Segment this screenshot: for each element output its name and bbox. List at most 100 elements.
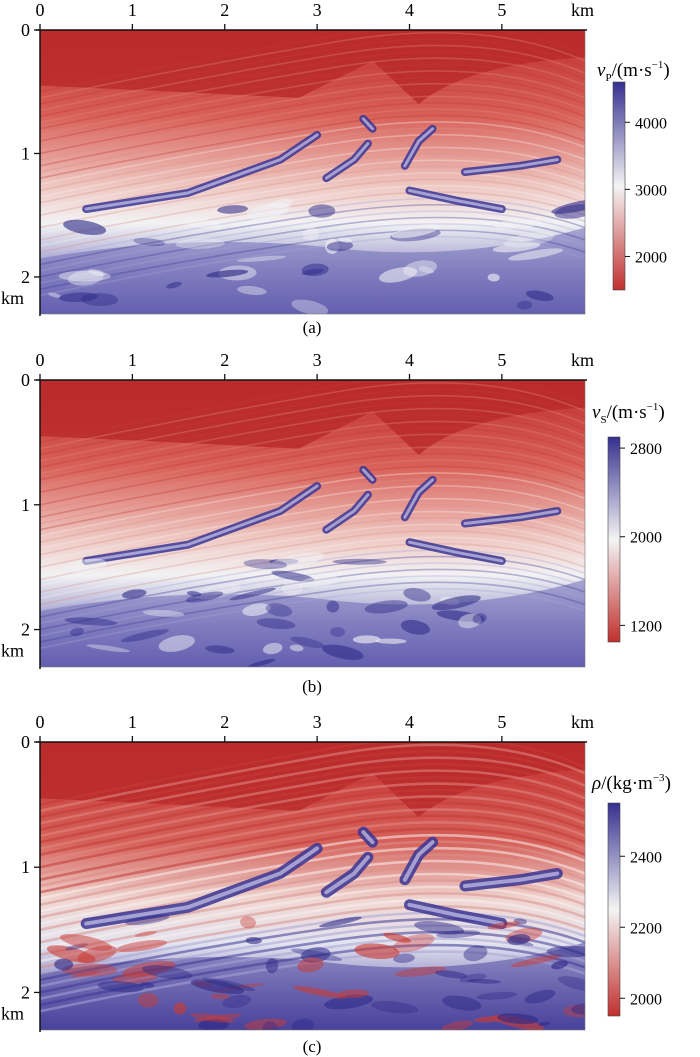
texture-blob [329, 627, 345, 637]
texture-blob [291, 299, 329, 314]
horizon-line [40, 581, 585, 643]
reflector-core [361, 468, 375, 482]
texture-blob [46, 945, 96, 963]
texture-blob [88, 269, 106, 277]
texture-blob [256, 618, 296, 630]
horizon-line [40, 89, 585, 155]
horizon-line [40, 203, 585, 266]
texture-blob [185, 591, 224, 603]
horizon-line [40, 833, 585, 900]
texture-blob [63, 219, 107, 235]
texture-blob [137, 992, 159, 1008]
texture-blob [69, 627, 84, 637]
texture-blob [266, 958, 279, 974]
texture-blob [139, 982, 155, 988]
colorbar-tick-label: 2000 [630, 530, 662, 547]
texture-blob [190, 1013, 235, 1023]
x-tick-label: 4 [405, 0, 414, 20]
texture-blob [301, 268, 324, 276]
horizon-line [40, 178, 585, 241]
texture-blob [496, 1013, 539, 1025]
colorbar-tick-label: 2000 [635, 249, 667, 266]
texture-blob [524, 989, 556, 1004]
texture-blob [436, 610, 485, 622]
horizon-line [40, 749, 585, 819]
texture-blob [393, 953, 415, 963]
horizon-line [40, 846, 585, 913]
colorbar-tick-label: 2200 [630, 920, 662, 937]
horizon-line [40, 121, 585, 186]
texture-blob [352, 635, 381, 644]
y-tick-label: 2 [21, 982, 30, 1002]
horizon-line [40, 530, 585, 593]
horizon-line [40, 742, 585, 806]
horizon-line [40, 769, 585, 838]
texture-blob [325, 238, 339, 254]
horizon-line [40, 465, 585, 531]
horizon-line [40, 892, 585, 957]
colorbar-tick-label: 4000 [635, 115, 667, 132]
texture-blob [337, 989, 370, 998]
texture-blob [265, 603, 293, 617]
deep-layer [40, 579, 585, 667]
texture-blob [54, 958, 74, 971]
texture-blob [158, 635, 195, 652]
horizon-line [40, 452, 585, 519]
heatmap-image [40, 30, 585, 314]
texture-blob [434, 970, 468, 979]
x-tick-label: 2 [220, 712, 229, 732]
texture-blob [63, 558, 107, 573]
texture-blob [248, 658, 276, 667]
texture-blob [121, 589, 147, 599]
horizon-line [40, 536, 585, 600]
texture-blob [141, 965, 193, 980]
texture-blob [538, 1021, 551, 1027]
horizon-line [40, 82, 585, 149]
texture-blob [217, 205, 248, 214]
texture-blob [86, 644, 131, 653]
horizon-line [40, 38, 585, 105]
reflector-core [407, 189, 504, 211]
horizon-line [40, 555, 585, 618]
colorbar-title: vP/(m·s−1) [597, 59, 670, 84]
x-tick-label: 5 [497, 350, 506, 370]
horizon-line [40, 775, 585, 844]
horizon-line [40, 439, 585, 506]
y-tick-label: 2 [21, 267, 30, 287]
horizon-line [40, 191, 585, 254]
texture-blob [463, 945, 488, 962]
texture-blob [71, 970, 100, 978]
horizon-line [40, 146, 585, 210]
horizon-line [40, 821, 585, 888]
texture-blob [262, 642, 283, 655]
x-tick-label: 3 [313, 350, 322, 370]
horizon-line [40, 70, 585, 136]
horizon-line [40, 380, 585, 444]
horizon-line [40, 184, 585, 247]
texture-blob [289, 644, 304, 652]
texture-blob [525, 290, 554, 302]
texture-blob [414, 921, 465, 935]
texture-blob [326, 600, 340, 613]
horizon-line [40, 223, 585, 284]
texture-blob [173, 1002, 187, 1015]
horizon-line [40, 762, 585, 831]
reflector-core [324, 493, 370, 532]
texture-blob [243, 559, 288, 570]
texture-blob [134, 930, 157, 937]
horizon-line [40, 782, 585, 850]
texture-blob [562, 1004, 585, 1018]
texture-blob [508, 938, 534, 946]
horizon-line [40, 853, 585, 919]
texture-blob [546, 945, 585, 958]
texture-blob [492, 242, 541, 253]
horizon-line [40, 420, 585, 487]
texture-blob [237, 285, 267, 296]
y-tick-label: 0 [21, 20, 30, 40]
heatmap-image [40, 742, 585, 1030]
horizon-line [40, 140, 585, 204]
horizon-line [40, 756, 585, 825]
x-unit-label: km [571, 712, 594, 732]
